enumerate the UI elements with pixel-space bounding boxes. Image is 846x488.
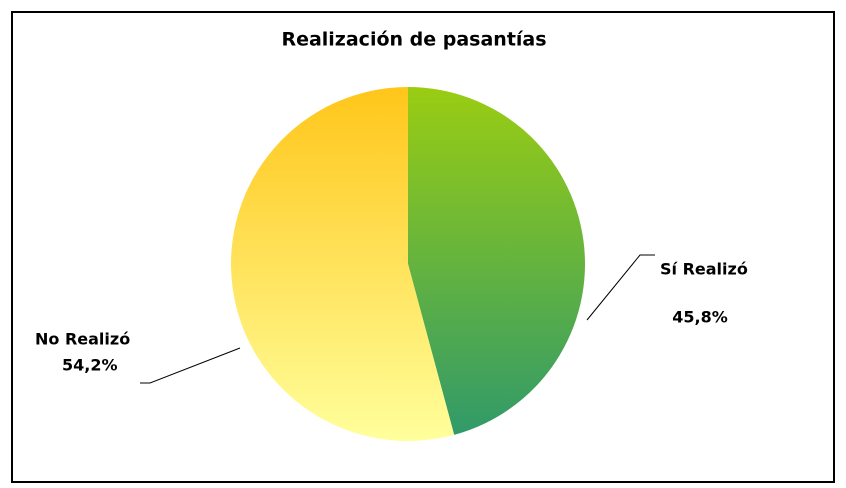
chart-title: Realización de pasantías <box>281 29 546 51</box>
pie-slice <box>408 87 585 435</box>
slice-label: No Realizó <box>35 330 130 349</box>
pie-slice <box>230 87 455 441</box>
slice-value-label: 45,8% <box>672 308 728 327</box>
slice-value-label: 54,2% <box>62 356 118 375</box>
leader-line <box>586 254 655 321</box>
leader-line <box>140 347 241 384</box>
slice-label: Sí Realizó <box>660 260 748 279</box>
